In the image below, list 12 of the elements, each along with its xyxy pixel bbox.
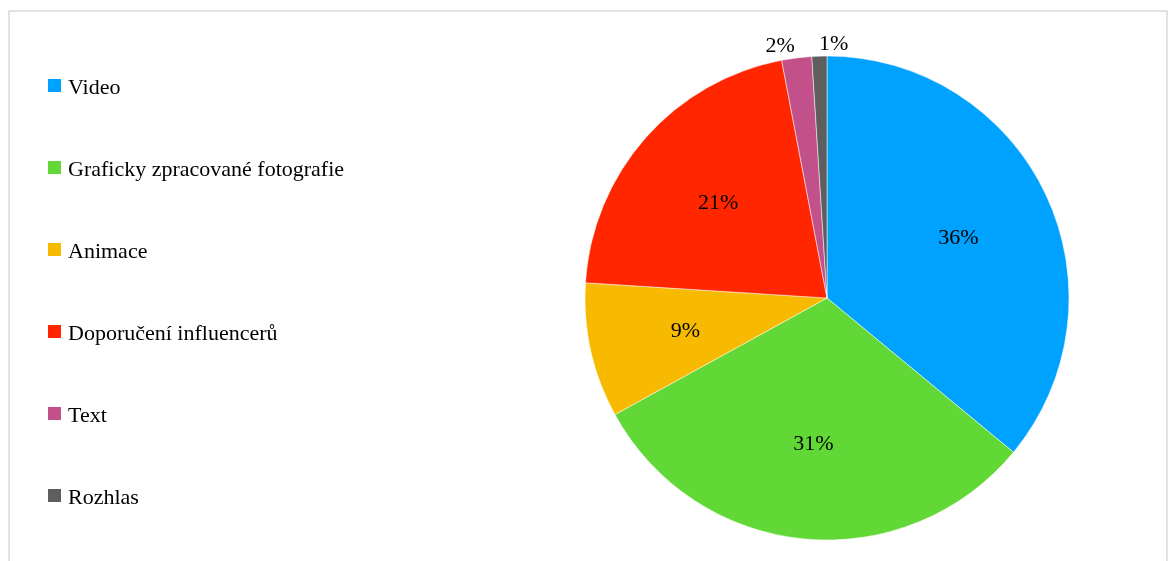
legend-label: Doporučení influencerů: [68, 319, 278, 345]
legend-label: Video: [68, 73, 121, 99]
legend-label: Graficky zpracované fotografie: [68, 155, 345, 181]
legend-label: Rozhlas: [68, 483, 139, 509]
data-label: 36%: [938, 223, 979, 249]
legend-label: Animace: [68, 237, 148, 263]
legend-label: Text: [68, 401, 107, 427]
data-label: 31%: [793, 430, 834, 456]
data-label: 21%: [697, 189, 739, 215]
data-label: 9%: [670, 317, 700, 343]
data-label: 1%: [818, 29, 849, 55]
data-label: 2%: [765, 31, 795, 57]
